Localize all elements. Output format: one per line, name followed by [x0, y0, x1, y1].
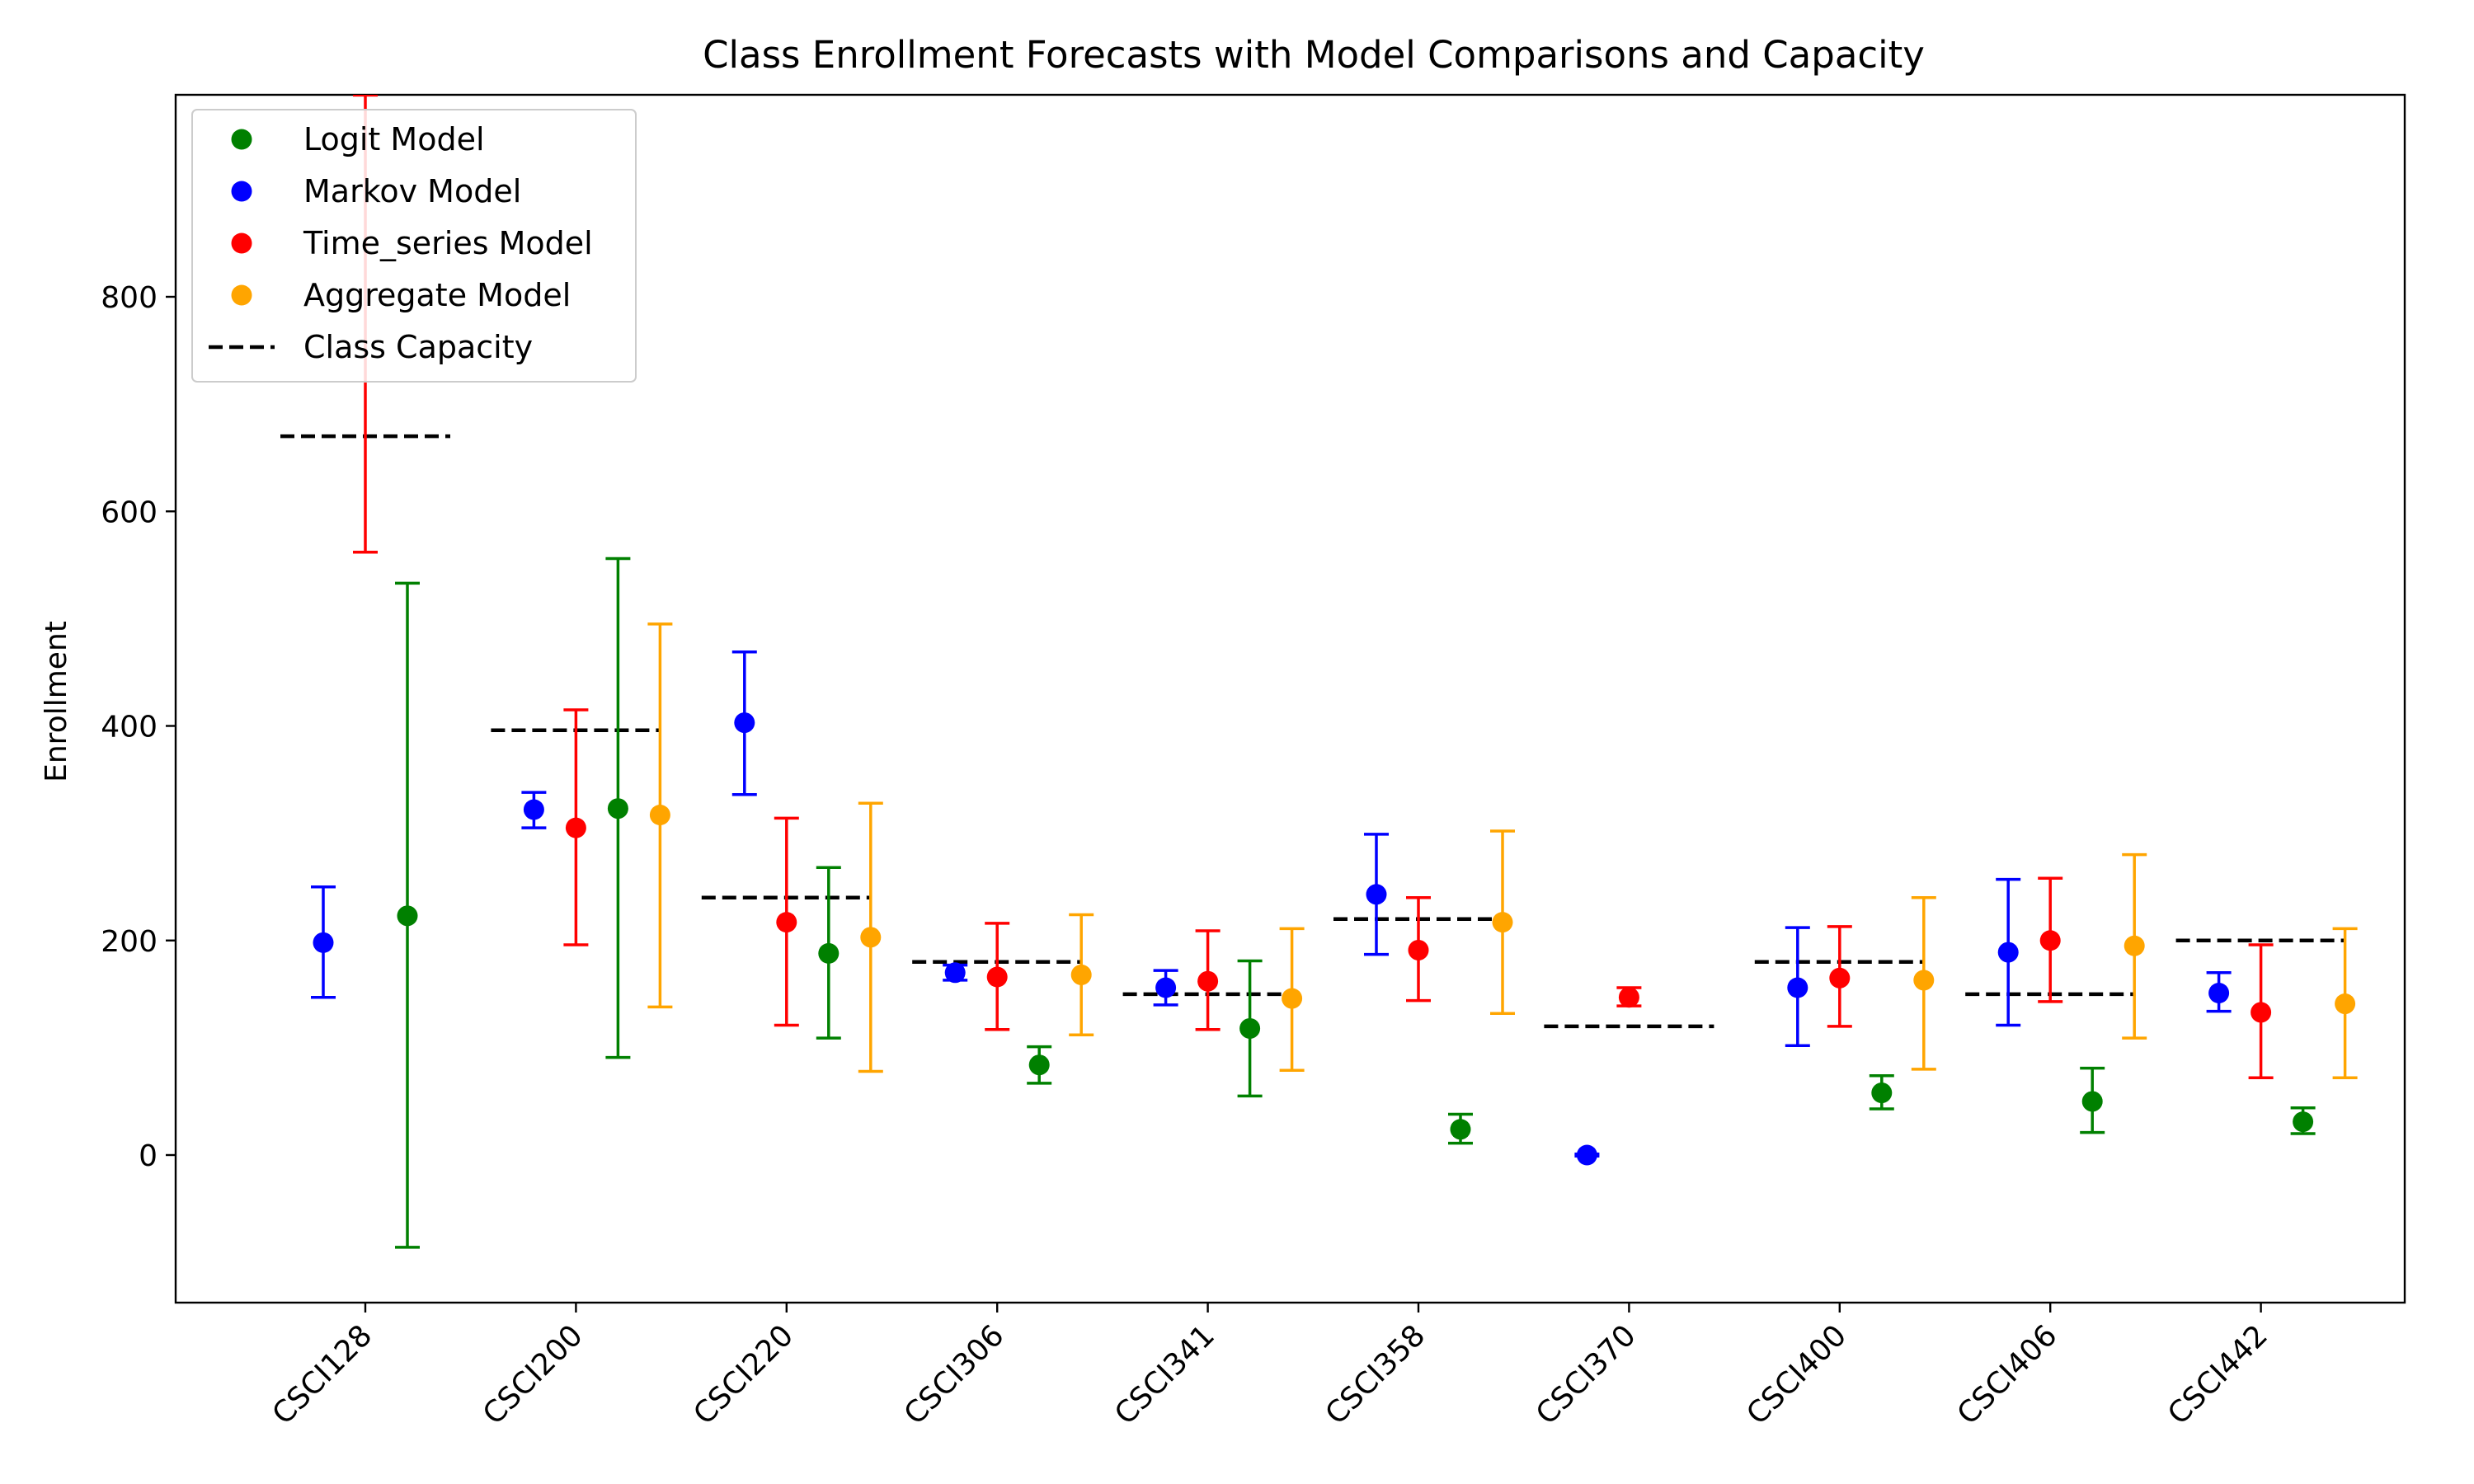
- x-tick-label: CSCI358: [1319, 1318, 1432, 1431]
- aggregate-model-point: [1282, 988, 1303, 1009]
- time-series-model-point: [986, 966, 1008, 988]
- x-tick-label: CSCI370: [1530, 1318, 1643, 1431]
- markov-model-point: [734, 712, 755, 734]
- aggregate-model-point: [2335, 993, 2356, 1015]
- aggregate-model-point: [649, 805, 670, 826]
- logit-model-point: [1871, 1082, 1893, 1104]
- x-tick-label: CSCI400: [1740, 1318, 1853, 1431]
- markov-model-point: [313, 932, 334, 953]
- logit-model-point: [1239, 1017, 1261, 1039]
- markov-model-point: [523, 799, 544, 820]
- legend-aggregate-model-label: Aggregate Model: [303, 277, 571, 313]
- x-tick-label: CSCI220: [687, 1318, 800, 1431]
- markov-model-point: [1155, 977, 1177, 998]
- plot-frame: [174, 93, 2406, 1304]
- aggregate-model-point: [860, 927, 882, 948]
- markov-model-point: [944, 962, 966, 984]
- aggregate-model-point: [2124, 935, 2145, 956]
- legend-logit-model-label: Logit Model: [303, 121, 485, 157]
- legend-frame: [191, 109, 637, 383]
- logit-model-point: [397, 905, 418, 927]
- logit-model-point: [607, 798, 628, 819]
- time-series-model-point: [1197, 970, 1219, 992]
- logit-model-point: [2081, 1091, 2103, 1112]
- time-series-model-point: [565, 817, 586, 838]
- markov-model-point: [1787, 977, 1808, 998]
- chart-title: Class Enrollment Forecasts with Model Co…: [703, 33, 1925, 77]
- aggregate-model-point: [1913, 970, 1935, 991]
- y-tick-label: 200: [101, 925, 158, 959]
- x-tick-label: CSCI128: [266, 1318, 379, 1431]
- time-series-model-point: [1408, 939, 1429, 960]
- time-series-model-point: [2251, 1002, 2272, 1023]
- logit-model-point: [818, 942, 840, 964]
- y-tick-label: 800: [101, 281, 158, 315]
- legend-markov-model-marker: [231, 181, 252, 202]
- legend: Logit Model Markov Model Time_series Model…: [191, 109, 637, 383]
- legend-logit-model-marker: [231, 129, 252, 150]
- time-series-model-point: [1618, 987, 1639, 1008]
- time-series-model-point: [776, 912, 797, 933]
- data-layer: [280, 95, 2358, 1249]
- y-tick-label: 400: [101, 711, 158, 744]
- x-tick-label: CSCI306: [898, 1318, 1011, 1431]
- y-tick-label: 0: [139, 1139, 158, 1173]
- markov-model-point: [1366, 884, 1387, 905]
- legend-time-series-model-marker: [231, 232, 252, 254]
- legend-markov-model-label: Markov Model: [303, 173, 521, 209]
- y-tick-label: 600: [101, 495, 158, 529]
- time-series-model-point: [1829, 967, 1851, 989]
- markov-model-point: [1997, 942, 2019, 963]
- aggregate-model-point: [1492, 912, 1513, 933]
- markov-model-point: [2208, 983, 2230, 1004]
- x-tick-label: CSCI341: [1108, 1318, 1221, 1431]
- time-series-model-point: [2039, 930, 2061, 951]
- x-tick-label: CSCI406: [1951, 1318, 2064, 1431]
- legend-aggregate-model-marker: [231, 284, 252, 306]
- x-tick-label: CSCI200: [477, 1318, 590, 1431]
- legend-time-series-model-label: Time_series Model: [303, 225, 593, 261]
- y-axis-label: Enrollment: [40, 621, 73, 782]
- aggregate-model-point: [1070, 964, 1092, 985]
- logit-model-point: [1028, 1054, 1050, 1076]
- x-tick-label: CSCI442: [2161, 1318, 2274, 1431]
- logit-model-point: [1450, 1119, 1471, 1140]
- logit-model-point: [2293, 1111, 2314, 1133]
- legend-class-capacity-label: Class Capacity: [303, 329, 533, 365]
- markov-model-point: [1576, 1144, 1597, 1166]
